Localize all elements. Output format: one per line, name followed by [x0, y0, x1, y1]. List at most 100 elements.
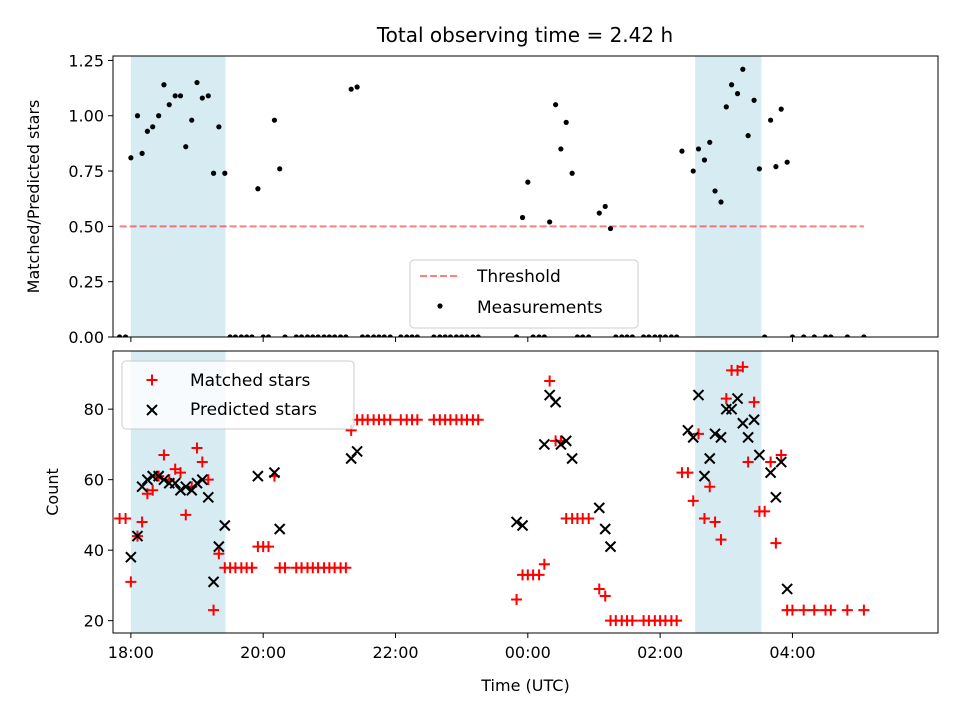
- data-point: [249, 334, 255, 337]
- data-point: [274, 523, 286, 535]
- data-point: [682, 467, 694, 479]
- data-point: [536, 334, 542, 337]
- data-point: [762, 334, 768, 337]
- data-point: [626, 615, 638, 627]
- data-point: [252, 470, 264, 482]
- data-point: [255, 186, 261, 192]
- data-point: [376, 334, 382, 337]
- data-point: [409, 334, 415, 337]
- data-point: [279, 562, 291, 574]
- data-point: [354, 84, 360, 90]
- data-point: [723, 104, 729, 110]
- data-point: [332, 334, 338, 337]
- x-tick-label: 00:00: [505, 643, 551, 662]
- data-point: [811, 334, 817, 337]
- data-point: [765, 456, 777, 468]
- data-point: [131, 530, 144, 542]
- data-point: [593, 583, 605, 595]
- axes-frame: [112, 55, 939, 338]
- data-point: [387, 334, 393, 337]
- data-point: [398, 334, 404, 337]
- data-point: [690, 168, 696, 174]
- data-point: [709, 428, 721, 440]
- data-point: [808, 604, 820, 616]
- y-tick-label: 0.00: [68, 328, 104, 347]
- data-point: [698, 470, 711, 482]
- y-tick-label: 80: [84, 400, 104, 419]
- data-point: [593, 502, 605, 514]
- data-point: [692, 389, 705, 401]
- data-point: [825, 604, 837, 616]
- axes-frame: [112, 350, 939, 634]
- data-point: [682, 424, 694, 437]
- series-predicted-stars: [125, 389, 793, 595]
- data-point: [657, 334, 663, 337]
- legend-matched-label: Matched stars: [190, 371, 310, 391]
- data-point: [470, 334, 476, 337]
- data-point: [186, 484, 198, 496]
- data-point: [134, 113, 141, 119]
- legend-box: [409, 259, 639, 329]
- data-point: [437, 334, 443, 337]
- legend-matched-swatch: [146, 374, 158, 386]
- data-point: [359, 334, 366, 337]
- data-point: [728, 82, 735, 88]
- y-tick-label: 1.25: [68, 51, 104, 70]
- data-point: [271, 117, 278, 123]
- data-point: [158, 449, 170, 461]
- data-point: [698, 512, 710, 524]
- data-point: [337, 334, 344, 337]
- data-point: [586, 334, 592, 337]
- x-tick-label: 02:00: [637, 643, 683, 662]
- data-point: [544, 375, 556, 387]
- data-point: [219, 519, 231, 532]
- data-point: [180, 481, 192, 493]
- y-axis-title: Matched/Predicted stars: [24, 100, 43, 294]
- data-point: [687, 431, 699, 444]
- data-point: [125, 576, 137, 588]
- data-point: [828, 334, 834, 337]
- data-point: [583, 512, 595, 524]
- legend-predicted-swatch: [146, 404, 158, 416]
- data-point: [122, 334, 129, 337]
- data-point: [216, 124, 222, 130]
- data-point: [602, 203, 608, 210]
- data-point: [174, 484, 187, 496]
- data-point: [343, 334, 349, 337]
- data-point: [748, 396, 760, 408]
- data-point: [599, 523, 611, 535]
- data-point: [156, 113, 162, 119]
- data-point: [668, 334, 674, 337]
- data-point: [262, 541, 274, 553]
- data-point: [464, 334, 470, 337]
- data-point: [731, 392, 744, 405]
- y-tick-label: 40: [84, 541, 104, 560]
- data-point: [751, 97, 757, 103]
- data-point: [158, 473, 170, 486]
- data-point: [580, 334, 586, 337]
- data-point: [298, 334, 305, 337]
- data-point: [414, 334, 420, 337]
- data-point: [662, 334, 669, 337]
- data-point: [707, 139, 713, 145]
- data-point: [861, 334, 867, 337]
- data-point: [141, 473, 154, 486]
- x-axis: 18:00 20:00 22:00 00:00 02:00 04:00: [108, 633, 816, 662]
- data-point: [166, 102, 172, 108]
- data-point: [326, 334, 332, 337]
- y-tick-label: 1.00: [68, 107, 104, 126]
- data-point: [227, 334, 233, 337]
- legend-box: [121, 360, 355, 430]
- data-point: [150, 124, 156, 130]
- data-point: [208, 604, 220, 616]
- data-point: [152, 470, 165, 482]
- data-point: [196, 456, 208, 468]
- data-point: [566, 452, 578, 465]
- data-point: [553, 102, 559, 108]
- data-point: [742, 431, 754, 444]
- data-point: [541, 334, 547, 337]
- data-point: [191, 477, 203, 489]
- data-point: [513, 334, 520, 337]
- chart-title: Total observing time = 2.42 h: [376, 23, 673, 47]
- data-point: [563, 119, 569, 125]
